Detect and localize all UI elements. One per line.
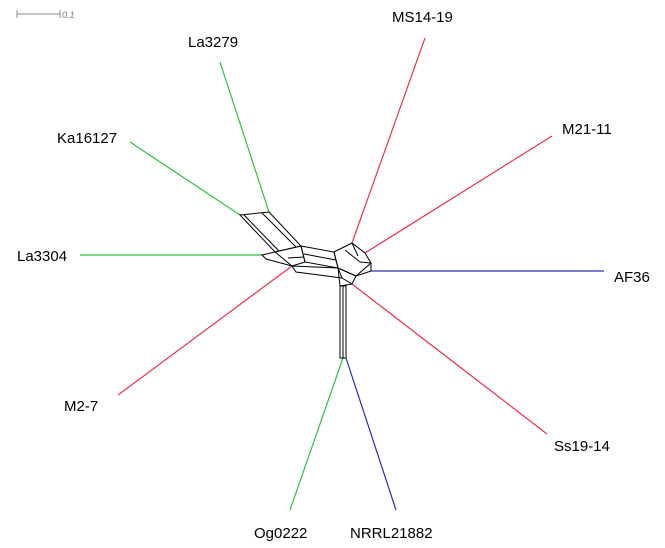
label-M2-7: M2-7 xyxy=(64,398,98,415)
split-edge-c-1 xyxy=(303,253,337,261)
label-Ss19-14: Ss19-14 xyxy=(554,438,610,455)
label-AF36: AF36 xyxy=(614,269,650,286)
taxon-labels: MS14-19 La3279 M21-11 Ka16127 La3304 AF3… xyxy=(17,9,650,542)
label-Og0222: Og0222 xyxy=(254,525,307,542)
label-NRRL21882: NRRL21882 xyxy=(350,525,433,542)
split-box-lower-right xyxy=(337,267,357,287)
branch-MS14-19 xyxy=(351,37,426,244)
branch-Og0222 xyxy=(289,357,344,511)
branch-La3279 xyxy=(219,61,270,213)
branch-M2-7 xyxy=(117,265,293,396)
branch-M21-11 xyxy=(364,135,553,254)
split-box-upper-left xyxy=(238,211,302,253)
split-box-left xyxy=(261,245,306,267)
label-La3304: La3304 xyxy=(17,248,67,265)
branch-Ss19-14 xyxy=(351,283,548,435)
label-M21-11: M21-11 xyxy=(562,121,612,138)
split-box-center-lower xyxy=(291,265,343,279)
split-edge-ul-1 xyxy=(243,214,280,252)
split-edge-lr-1 xyxy=(341,277,353,285)
split-edge-ul-2 xyxy=(261,212,297,248)
split-edge-r-2 xyxy=(351,242,359,257)
split-edge-l-1 xyxy=(274,251,293,267)
split-edge-r-5 xyxy=(355,270,372,277)
label-La3279: La3279 xyxy=(188,34,238,51)
split-edge-r-3 xyxy=(359,261,372,264)
network-core xyxy=(238,211,372,359)
branch-Ka16127 xyxy=(129,141,241,216)
scale-bar-label: 0.1 xyxy=(62,10,75,20)
split-edge-l-2 xyxy=(287,256,305,259)
split-edge-r-1 xyxy=(344,249,361,263)
label-MS14-19: MS14-19 xyxy=(392,9,453,26)
split-box-stem xyxy=(339,285,347,359)
branch-NRRL21882 xyxy=(345,357,397,511)
scale-bar: 0.1 xyxy=(16,10,75,20)
terminal-branches xyxy=(80,37,604,511)
label-Ka16127: Ka16127 xyxy=(57,130,117,147)
